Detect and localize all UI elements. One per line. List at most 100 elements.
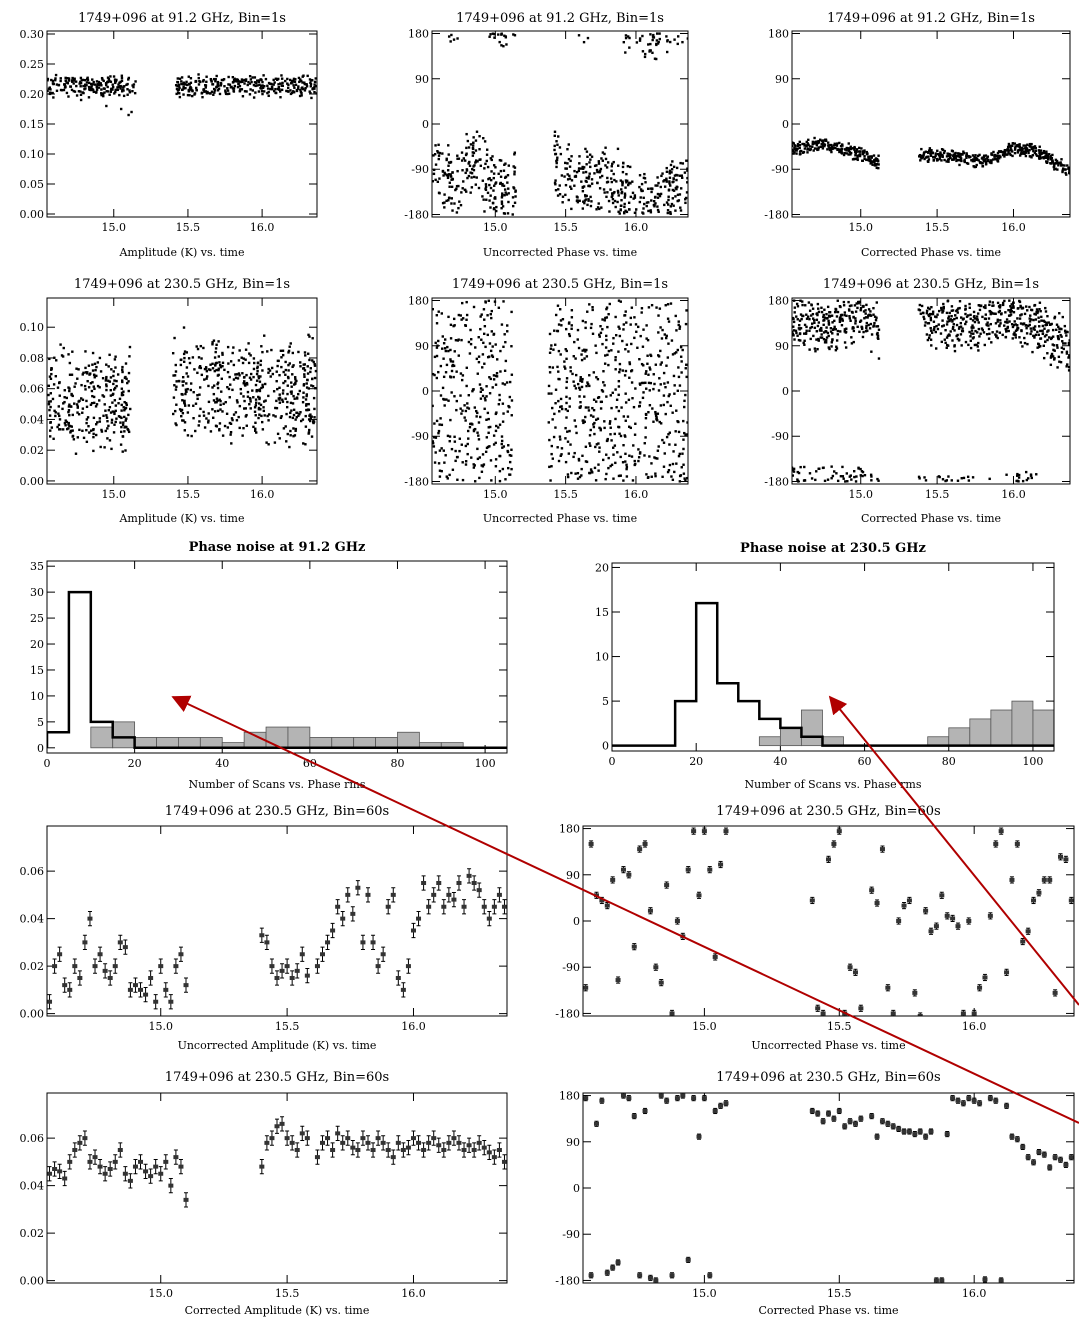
data-point: [78, 82, 81, 85]
data-point: [271, 88, 274, 91]
data-point: [963, 158, 966, 162]
data-point: [951, 327, 955, 330]
data-point: [484, 399, 487, 402]
data-point: [76, 436, 80, 439]
data-point: [929, 316, 933, 320]
data-point: [497, 403, 501, 406]
data-point: [85, 81, 89, 84]
data-point: [216, 381, 220, 384]
data-point: [1024, 154, 1028, 158]
data-point: [1064, 342, 1067, 345]
data-point: [680, 174, 684, 177]
data-point: [1026, 309, 1029, 312]
data-point: [188, 361, 192, 365]
data-point: [508, 395, 512, 399]
data-point: [486, 314, 489, 317]
data-point: [305, 408, 308, 412]
data-point: [570, 309, 574, 312]
data-point: [920, 304, 924, 308]
data-point: [593, 421, 596, 425]
data-point: [669, 205, 673, 208]
data-point: [835, 315, 839, 318]
data-point: [438, 151, 442, 155]
data-point: [971, 337, 975, 340]
data-point: [107, 365, 110, 368]
data-point: [999, 150, 1002, 154]
data-point: [639, 334, 642, 338]
data-point: [257, 376, 261, 380]
data-point: [958, 159, 961, 162]
data-point: [499, 169, 503, 173]
data-point: [277, 88, 281, 91]
data-point: [667, 198, 670, 202]
data-point: [962, 150, 965, 153]
data-point: [598, 333, 601, 336]
data-point: [57, 412, 60, 415]
data-point: [976, 345, 979, 348]
data-point: [623, 205, 626, 209]
data-point: [295, 379, 298, 383]
data-point: [1020, 307, 1024, 310]
data-point: [655, 417, 658, 421]
data-point: [843, 341, 847, 344]
data-point: [612, 453, 615, 456]
data-point: [94, 91, 98, 94]
data-point: [473, 175, 476, 179]
data-point: [1053, 357, 1056, 360]
data-point: [675, 351, 678, 354]
data-point: [105, 388, 108, 392]
data-point: [71, 394, 74, 398]
data-point: [472, 466, 476, 469]
data-point: [308, 335, 311, 338]
data-point: [440, 312, 443, 315]
data-point: [964, 322, 967, 326]
data-point: [843, 328, 847, 331]
data-point: [594, 479, 598, 482]
data-point: [311, 385, 315, 388]
data-point: [579, 379, 582, 382]
data-point: [260, 414, 263, 418]
data-point: [499, 175, 503, 178]
data-point: [659, 326, 662, 329]
data-point: [197, 424, 200, 427]
data-point: [668, 463, 672, 467]
data-point: [685, 375, 688, 379]
data-point: [219, 403, 222, 406]
data-point: [964, 304, 967, 308]
data-point: [1033, 312, 1036, 316]
data-point: [918, 477, 921, 480]
data-point: [669, 163, 673, 167]
data-point: [107, 77, 111, 81]
data-point: [223, 85, 226, 88]
data-point: [917, 475, 921, 479]
data-point: [643, 454, 646, 457]
data-point: [221, 364, 224, 368]
data-point: [933, 156, 937, 159]
data-point: [970, 326, 973, 329]
data-point: [488, 392, 492, 395]
data-point: [1003, 155, 1006, 158]
data-point: [867, 308, 871, 311]
data-point: [1051, 159, 1054, 162]
data-point: [501, 192, 504, 195]
data-point: [868, 327, 872, 330]
data-point: [564, 193, 567, 197]
x-tick-label: 16.0: [1001, 488, 1026, 501]
data-point: [302, 367, 306, 370]
data-point: [1057, 355, 1061, 359]
data-point: [207, 368, 211, 371]
data-point: [852, 470, 856, 473]
data-point: [239, 392, 243, 395]
data-point: [1008, 299, 1011, 302]
data-point: [1041, 324, 1045, 328]
data-point: [183, 983, 189, 988]
data-point: [482, 308, 486, 311]
data-point: [67, 405, 71, 408]
data-point: [1012, 306, 1015, 309]
data-point: [462, 317, 465, 320]
data-point: [824, 341, 828, 344]
data-point: [628, 165, 632, 169]
data-point: [113, 386, 117, 390]
data-point: [476, 411, 479, 415]
data-point: [564, 437, 567, 440]
